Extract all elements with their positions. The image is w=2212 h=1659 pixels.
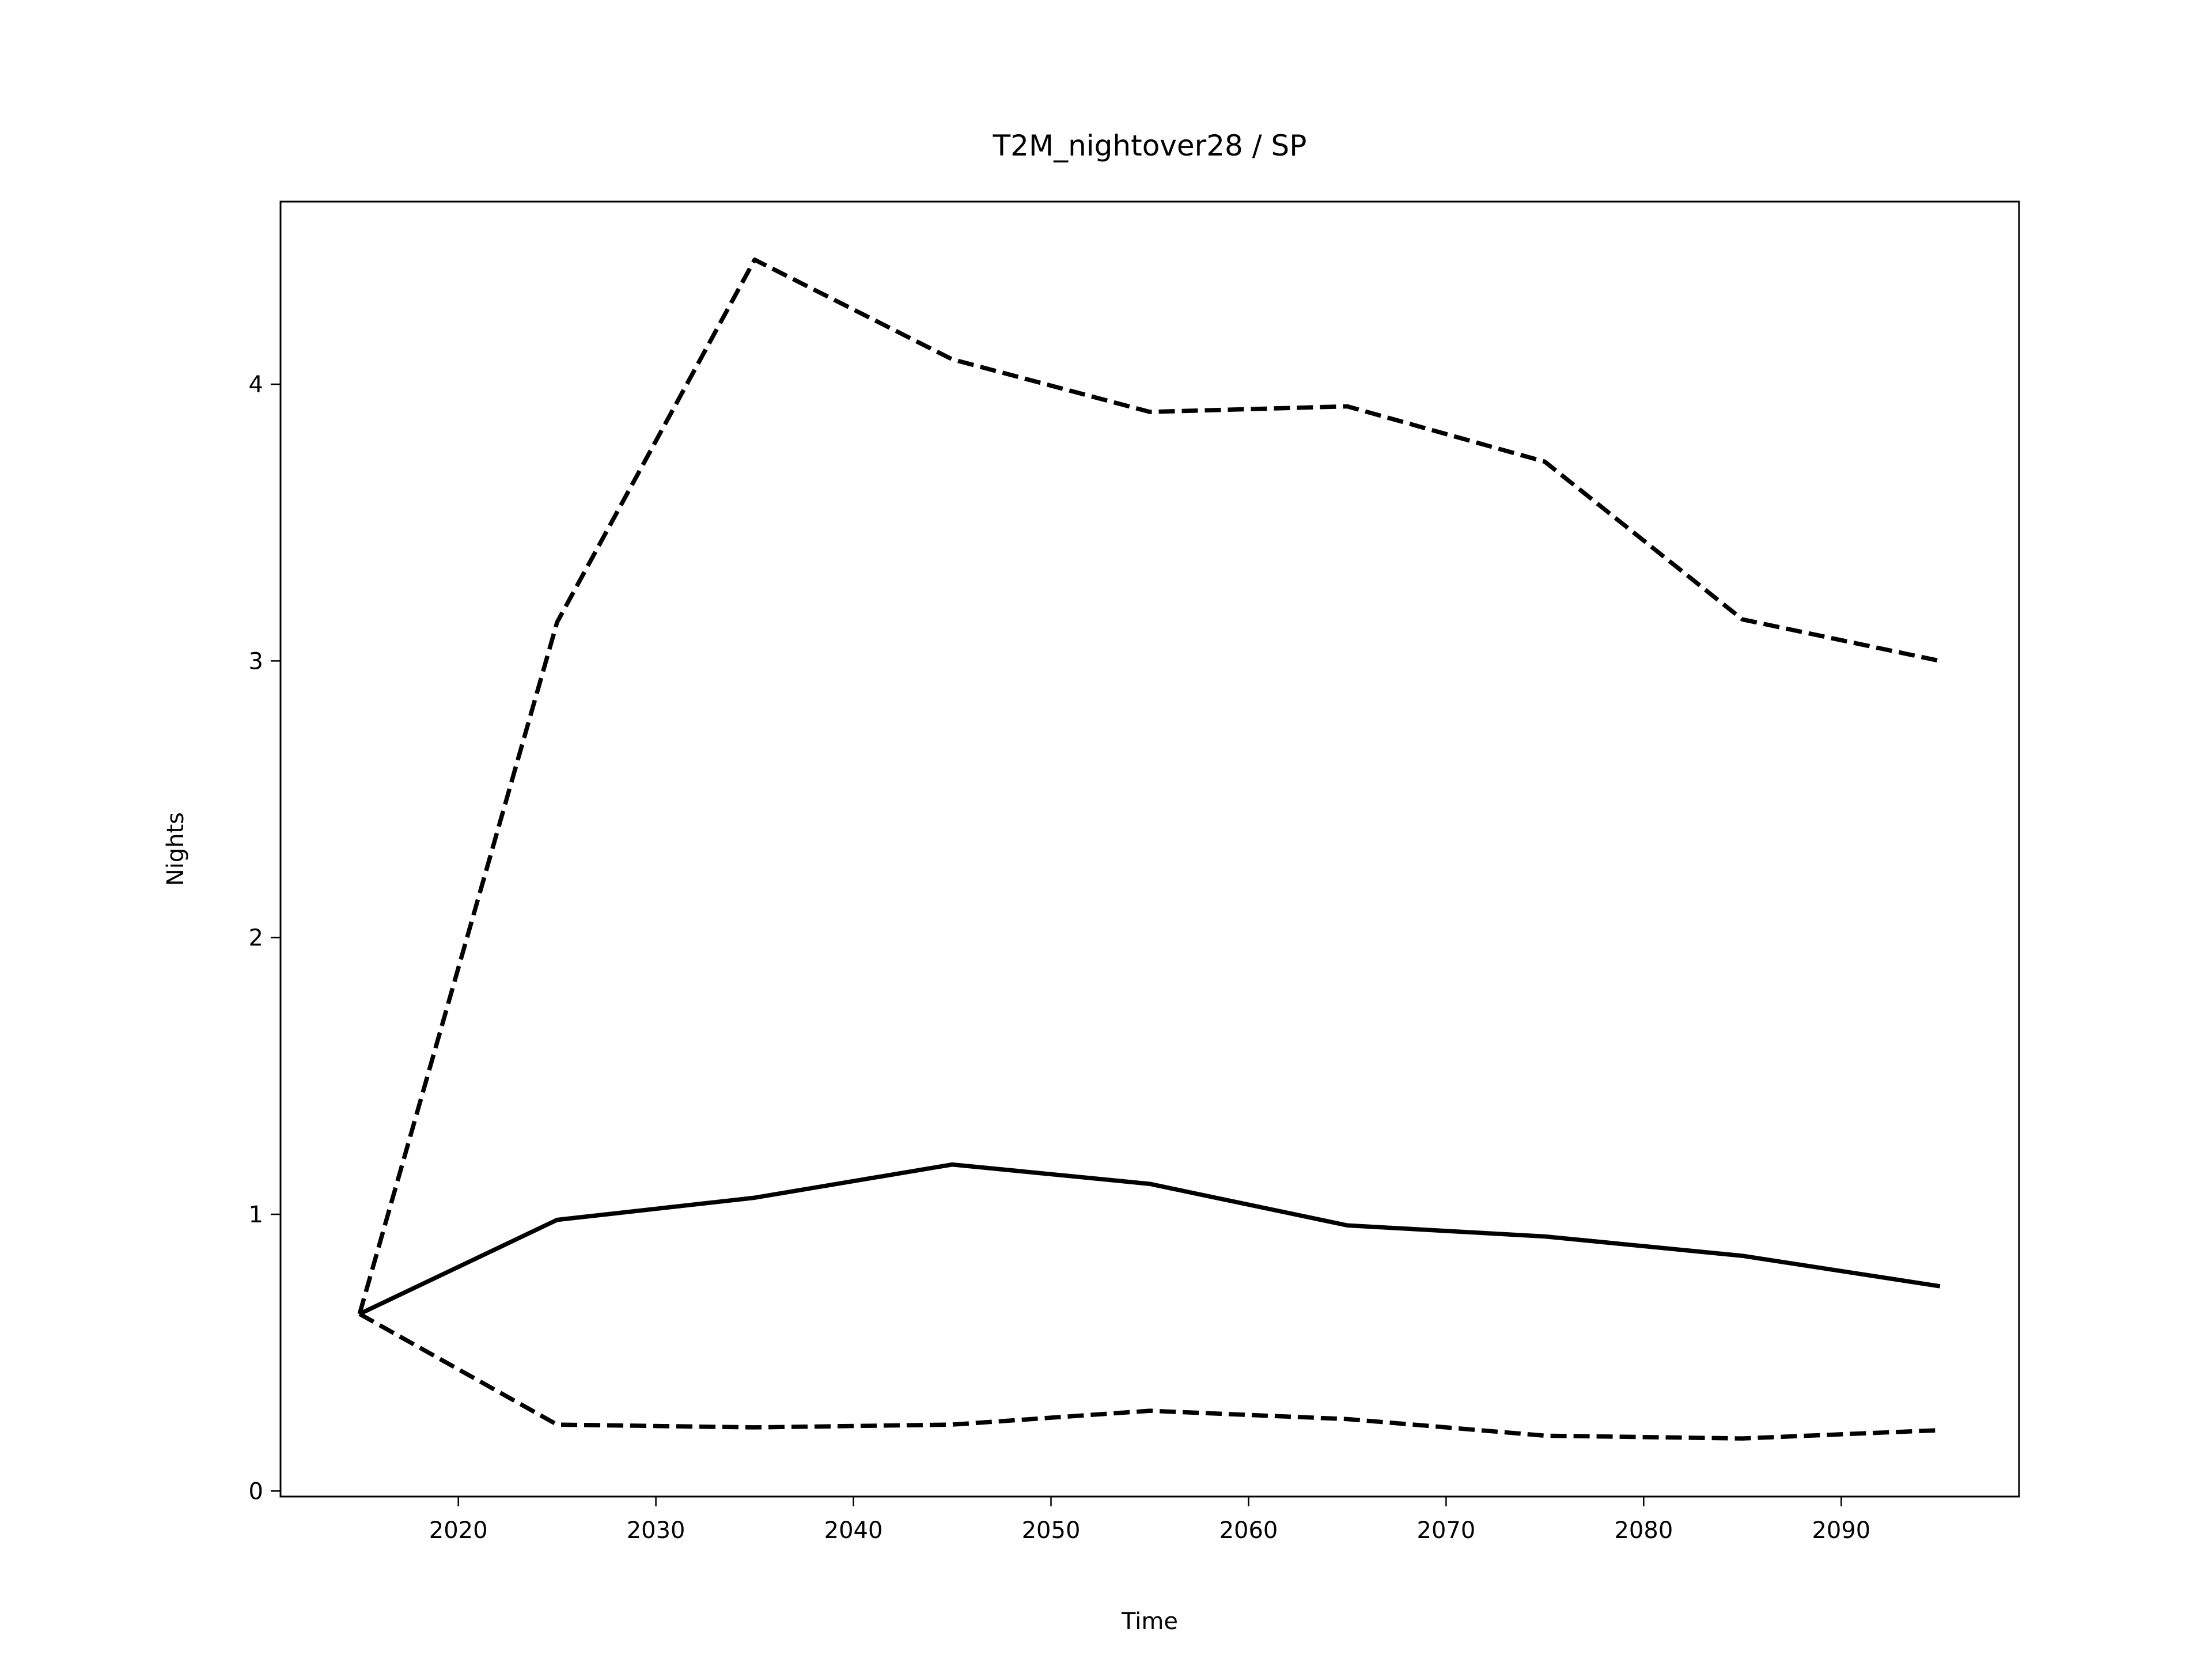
chart-title: T2M_nightover28 / SP (993, 129, 1307, 162)
x-tick-label: 2040 (824, 1517, 883, 1544)
x-tick-label: 2050 (1022, 1517, 1081, 1544)
x-tick-label: 2060 (1219, 1517, 1278, 1544)
x-tick-label: 2080 (1614, 1517, 1673, 1544)
series-line (358, 1162, 1941, 1316)
y-axis-label: Nights (162, 812, 189, 886)
x-tick-label: 2090 (1812, 1517, 1870, 1544)
x-tick-label: 2070 (1417, 1517, 1476, 1544)
y-tick-label: 4 (249, 372, 263, 398)
plot-frame (279, 200, 2020, 1498)
y-tick-label: 0 (249, 1478, 263, 1505)
x-axis-label: Time (1121, 1608, 1178, 1635)
y-tick-label: 1 (249, 1202, 263, 1228)
x-tick-label: 2020 (429, 1517, 488, 1544)
y-tick-label: 3 (249, 648, 263, 675)
series-line (357, 257, 1941, 1315)
series-line (358, 1312, 1940, 1441)
x-tick-label: 2030 (627, 1517, 685, 1544)
y-tick-label: 2 (249, 925, 263, 952)
